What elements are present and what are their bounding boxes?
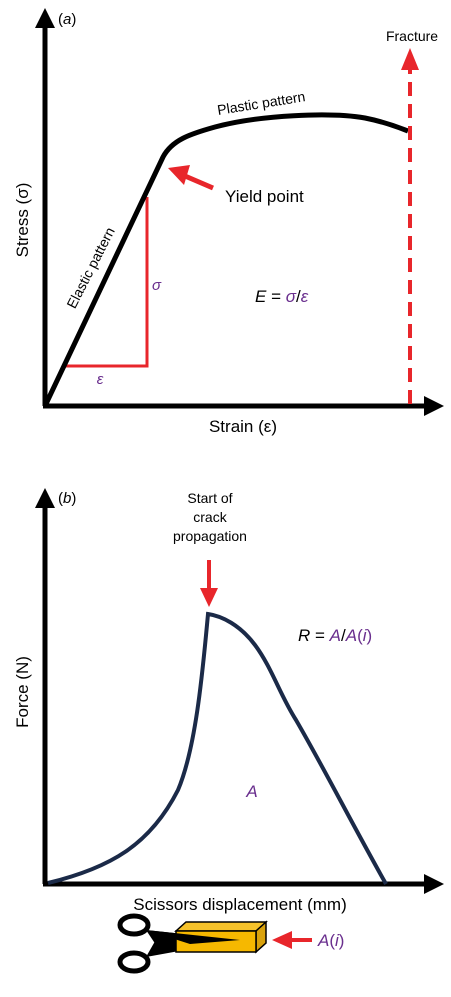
formula-part: R <box>298 626 310 645</box>
stress-strain-curve <box>42 112 409 408</box>
formula-part: = <box>310 626 329 645</box>
x-axis-label: Strain (ε) <box>209 417 277 436</box>
fracture-arrowhead <box>401 48 419 70</box>
panel-a: (a) Stress (σ) Strain (ε) ε σ Elastic pa… <box>13 8 444 436</box>
formula-part: ) <box>367 626 373 645</box>
area-label: A <box>245 782 257 801</box>
sample-part: i <box>335 931 340 950</box>
force-curve <box>47 611 388 885</box>
sample-arrowhead <box>272 931 292 949</box>
y-axis-label: Force (N) <box>13 656 32 728</box>
formula-part: σ <box>286 287 297 306</box>
modulus-triangle <box>62 197 149 368</box>
crack-arrowhead <box>200 588 218 607</box>
label-part: ) <box>71 490 76 507</box>
formula-part: ( <box>357 626 363 645</box>
formula: R = A/A(i) <box>298 626 372 645</box>
axis-arrow <box>424 874 444 894</box>
crack-line: crack <box>193 509 227 525</box>
axis-arrow <box>35 8 55 28</box>
crack-line: Start of <box>187 490 232 506</box>
formula: E = σ/ε <box>255 287 309 306</box>
sample-part: ) <box>339 931 345 950</box>
sample-part: ( <box>329 931 335 950</box>
sample-label: A(i) <box>317 931 344 950</box>
axis-arrow <box>35 488 55 508</box>
panel-label: (b) <box>58 490 76 507</box>
crack-label: Start of crack propagation <box>173 490 247 544</box>
formula-part: E <box>255 287 267 306</box>
formula-part: / <box>341 626 346 645</box>
panel-b: (b) Force (N) Scissors displacement (mm)… <box>13 488 444 974</box>
sample-block <box>146 920 268 954</box>
formula-part: = <box>266 287 285 306</box>
formula-part: A <box>329 626 341 645</box>
formula-part: ε <box>301 287 309 306</box>
label-part: ) <box>71 11 76 28</box>
panel-label: (a) <box>58 11 76 28</box>
sample-part: A <box>317 931 329 950</box>
axis-arrow <box>424 396 444 416</box>
sigma-label: σ <box>152 277 162 294</box>
label-part: a <box>63 11 71 28</box>
formula-part: i <box>363 626 368 645</box>
fracture-label: Fracture <box>386 28 438 44</box>
yield-arrow <box>184 173 214 191</box>
label-part: ( <box>58 490 63 507</box>
label-part: b <box>63 490 71 507</box>
yield-arrowhead <box>168 165 190 185</box>
crack-line: propagation <box>173 528 247 544</box>
formula-part: A <box>345 626 357 645</box>
x-axis-label: Scissors displacement (mm) <box>133 895 347 914</box>
label-part: ( <box>58 11 63 28</box>
yield-label: Yield point <box>225 187 304 206</box>
y-axis-label: Stress (σ) <box>13 183 32 258</box>
epsilon-label: ε <box>97 371 104 388</box>
formula-part: / <box>296 287 301 306</box>
